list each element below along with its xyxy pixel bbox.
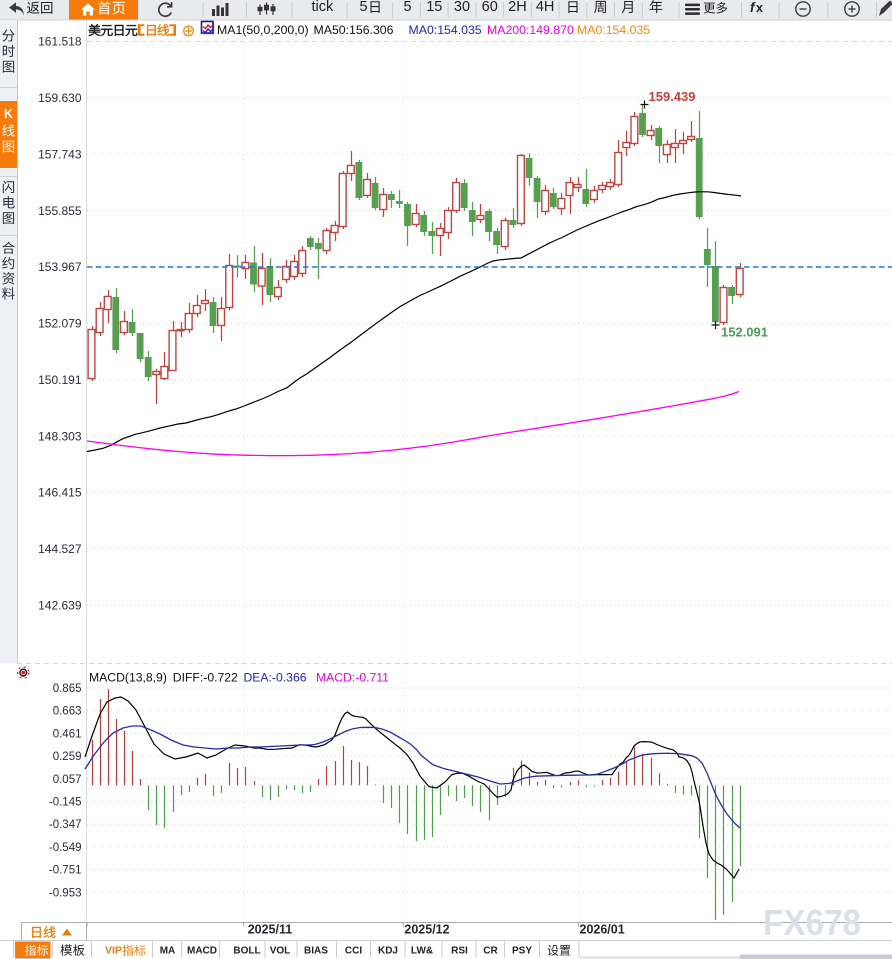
svg-text:BOLL: BOLL [233,946,260,957]
svg-text:157.743: 157.743 [38,147,82,161]
svg-text:60: 60 [482,0,498,15]
svg-text:5: 5 [403,0,411,15]
svg-text:2025/11: 2025/11 [248,923,293,937]
svg-text:MA50:156.306: MA50:156.306 [314,23,394,37]
svg-text:VIP: VIP [105,945,122,957]
svg-text:MA: MA [160,946,176,957]
svg-text:MACD(13,8,9): MACD(13,8,9) [89,671,167,685]
svg-text:0.057: 0.057 [53,774,82,786]
svg-text:2026/01: 2026/01 [580,923,625,937]
svg-text:CR: CR [483,946,498,957]
svg-text:VOL: VOL [270,946,291,957]
svg-text:2025/12: 2025/12 [404,923,449,937]
svg-text:152.091: 152.091 [721,325,768,340]
svg-text:MACD:-0.711: MACD:-0.711 [316,671,389,685]
svg-text:15: 15 [426,0,442,15]
svg-text:4H: 4H [536,0,555,15]
svg-text:-0.347: -0.347 [49,819,82,831]
svg-text:DEA:-0.366: DEA:-0.366 [244,671,307,685]
svg-text:148.303: 148.303 [38,429,82,443]
svg-text:PSY: PSY [512,946,532,957]
svg-text:MA0:154.035: MA0:154.035 [577,23,650,37]
svg-text:5: 5 [360,0,368,15]
svg-text:x: x [756,1,763,15]
svg-text:153.967: 153.967 [38,260,82,274]
svg-text:159.630: 159.630 [38,91,82,105]
svg-text:155.855: 155.855 [38,204,82,218]
svg-text:DIFF:-0.722: DIFF:-0.722 [173,671,238,685]
svg-text:LW&: LW& [411,946,433,957]
svg-text:FX678: FX678 [763,902,861,943]
svg-text:146.415: 146.415 [38,486,82,500]
svg-text:0.663: 0.663 [53,706,82,718]
svg-text:MACD: MACD [187,946,217,957]
svg-text:152.079: 152.079 [38,317,82,331]
svg-text:-0.549: -0.549 [49,842,82,854]
svg-text:2H: 2H [508,0,527,15]
svg-text:-0.953: -0.953 [49,887,82,899]
svg-text:CCI: CCI [345,946,362,957]
svg-text:-0.751: -0.751 [49,865,82,877]
svg-text:150.191: 150.191 [38,373,82,387]
svg-text:MA0:154.035: MA0:154.035 [409,23,482,37]
svg-text:142.639: 142.639 [38,598,82,612]
svg-text:161.518: 161.518 [38,35,82,49]
svg-text:159.439: 159.439 [649,89,696,104]
svg-text:MA200:149.870: MA200:149.870 [487,23,574,37]
svg-text:30: 30 [454,0,470,15]
svg-text:RSI: RSI [451,946,468,957]
svg-text:K: K [4,107,13,121]
svg-text:BIAS: BIAS [304,946,328,957]
svg-text:-0.145: -0.145 [49,797,82,809]
svg-text:MA1(50,0,200,0): MA1(50,0,200,0) [217,23,309,37]
svg-text:KDJ: KDJ [378,946,398,957]
svg-text:0.259: 0.259 [53,751,82,763]
svg-text:0.461: 0.461 [53,728,82,740]
svg-text:0.865: 0.865 [53,683,82,695]
svg-text:tick: tick [312,0,335,15]
svg-text:f: f [750,0,756,15]
svg-text:144.527: 144.527 [38,542,82,556]
